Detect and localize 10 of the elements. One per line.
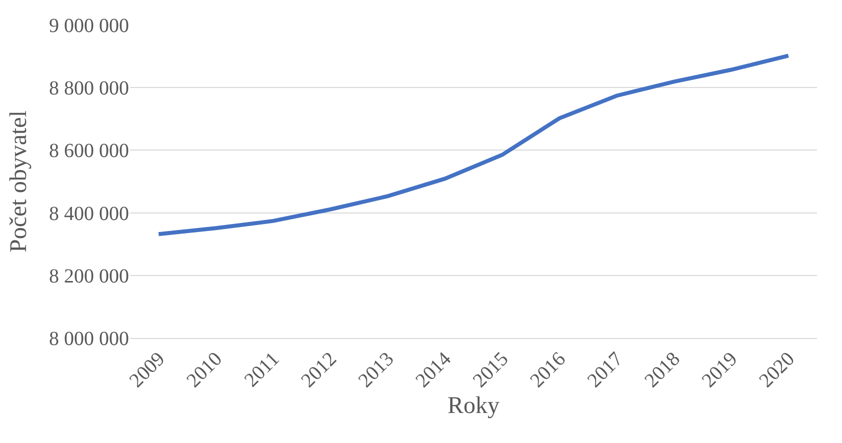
y-tick-label: 8 400 000 [49, 202, 129, 225]
y-tick-label: 8 000 000 [49, 328, 129, 350]
x-axis-title: Roky [447, 393, 500, 420]
y-tick-label: 8 600 000 [49, 140, 129, 162]
y-tick-label: 8 200 000 [49, 265, 129, 288]
y-tick-label: 9 000 000 [49, 15, 129, 37]
line-series [156, 54, 790, 236]
y-tick-label: 8 800 000 [49, 78, 129, 100]
y-axis-title: Počet obyvatel [6, 110, 32, 252]
x-tick-label: 2011 [240, 348, 284, 392]
